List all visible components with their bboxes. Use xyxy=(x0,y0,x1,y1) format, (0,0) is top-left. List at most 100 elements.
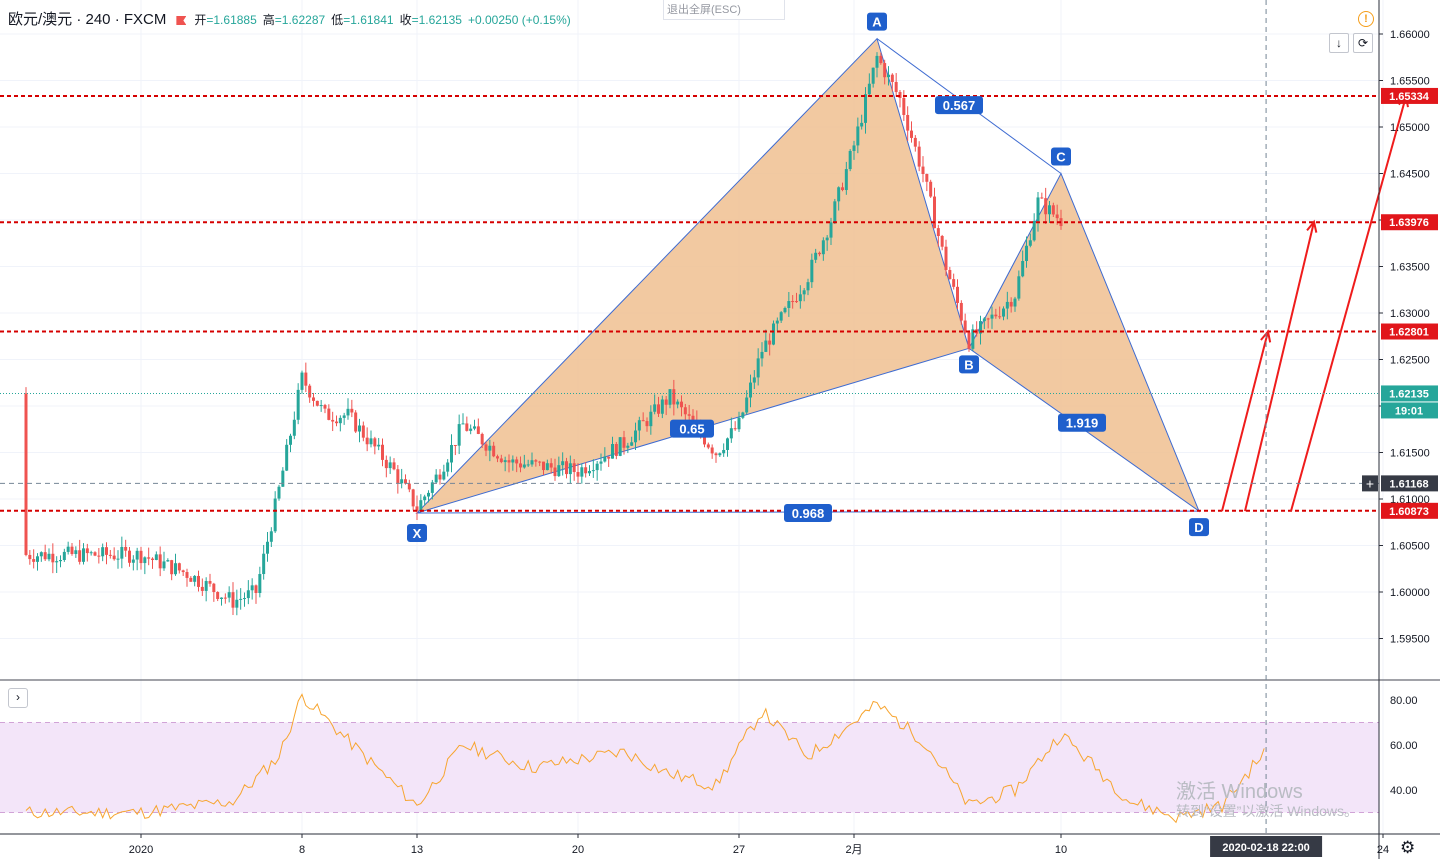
candle-body xyxy=(200,586,204,591)
candle-body xyxy=(97,555,101,557)
ratio-label-xb: 0.567 xyxy=(943,98,976,113)
download-icon[interactable]: ↓ xyxy=(1329,33,1349,53)
candle-body xyxy=(936,228,940,236)
candle-body xyxy=(783,307,787,313)
horizontal-levels[interactable] xyxy=(0,94,1379,512)
candle-body xyxy=(852,145,856,151)
candle-body xyxy=(66,546,70,552)
candle-body xyxy=(208,581,212,584)
candle-body xyxy=(135,550,139,560)
candle-body xyxy=(457,424,461,446)
candle-body xyxy=(522,464,526,468)
candle-body xyxy=(588,470,591,474)
candle-body xyxy=(327,408,331,420)
ratio-label-xd-bg xyxy=(784,504,832,523)
candle-body xyxy=(576,472,580,477)
settings-gear-icon[interactable]: ⚙ xyxy=(1400,838,1416,857)
candle-body xyxy=(829,222,833,238)
crosshair-time-tag xyxy=(1210,836,1323,857)
candle-body xyxy=(810,259,814,283)
candle-body xyxy=(93,552,97,556)
candle-body xyxy=(388,462,392,469)
candle-body xyxy=(70,546,74,555)
rsi-line xyxy=(25,693,1265,824)
candle-body xyxy=(1036,197,1040,221)
candle-body xyxy=(729,428,733,439)
candle-body xyxy=(181,570,185,573)
warning-icon[interactable]: ! xyxy=(1358,11,1374,27)
candle-body xyxy=(350,408,354,413)
arrowhead xyxy=(1306,219,1318,233)
candle-body xyxy=(216,592,220,599)
ratio-label-xb2-bg xyxy=(670,419,714,438)
candle-body xyxy=(369,438,373,445)
symbol-label[interactable]: 欧元/澳元 · 240 · FXCM xyxy=(8,11,167,28)
price-tick-label: 1.64500 xyxy=(1390,169,1430,181)
candle-body xyxy=(231,592,235,608)
candle-body xyxy=(450,444,453,463)
candle-body xyxy=(1051,205,1055,215)
exit-fullscreen-button[interactable]: 退出全屏(ESC) xyxy=(663,0,785,20)
current-price-tag: 1.62135 xyxy=(1389,388,1429,400)
candle-body xyxy=(365,437,369,445)
pattern-triangle-1 xyxy=(415,37,970,514)
rsi-tick-label: 80.00 xyxy=(1390,695,1418,707)
current-price-tag-bg xyxy=(1381,385,1438,402)
candle-body xyxy=(952,279,956,287)
candle-body xyxy=(549,463,553,468)
candle-body xyxy=(764,340,768,352)
candle-body xyxy=(36,556,39,562)
candle-body xyxy=(607,456,611,459)
candle-body xyxy=(982,318,986,322)
candle-body xyxy=(154,554,158,560)
candle-body xyxy=(856,126,860,146)
candle-body xyxy=(170,560,174,575)
projection-arrows[interactable] xyxy=(1221,94,1409,512)
candle-body xyxy=(392,462,396,470)
expand-panel-icon[interactable]: › xyxy=(8,688,28,708)
candle-body xyxy=(158,554,162,569)
candle-body xyxy=(319,405,323,407)
candle-body xyxy=(883,63,887,78)
candle-body xyxy=(51,553,55,563)
candle-body xyxy=(492,445,496,457)
candle-body xyxy=(262,553,266,575)
candle-body xyxy=(1040,197,1044,199)
candle-body xyxy=(837,187,841,202)
candle-body xyxy=(557,465,561,477)
candle-body xyxy=(335,421,338,424)
harmonic-pattern[interactable] xyxy=(415,37,1201,514)
candle-body xyxy=(223,597,227,599)
candle-body xyxy=(1013,298,1017,307)
candle-body xyxy=(423,496,427,501)
low-label: 低 xyxy=(331,13,344,27)
candle-body xyxy=(611,444,614,459)
candle-body xyxy=(312,397,315,401)
candle-body xyxy=(703,434,706,445)
time-tick-label: 10 xyxy=(1055,844,1067,856)
candle-body xyxy=(990,314,994,319)
candle-body xyxy=(542,461,545,471)
candle-body xyxy=(323,405,327,409)
candle-body xyxy=(779,312,783,321)
candle-body xyxy=(338,417,342,424)
candle-body xyxy=(791,301,795,303)
candle-body xyxy=(718,453,722,456)
candle-body xyxy=(120,546,124,559)
candle-body xyxy=(277,486,281,499)
candle-body xyxy=(944,246,948,271)
candle-body xyxy=(772,323,775,345)
candle-body xyxy=(756,358,760,378)
candle-body xyxy=(139,550,143,564)
candle-body xyxy=(89,552,93,554)
candle-body xyxy=(266,541,269,554)
level-price-tag-bg xyxy=(1381,87,1438,104)
rsi-series xyxy=(25,693,1265,824)
candle-body xyxy=(204,581,208,591)
candle-body xyxy=(220,597,223,599)
point-label-a: A xyxy=(872,15,882,30)
refresh-icon[interactable]: ⟳ xyxy=(1353,33,1373,53)
candle-body xyxy=(795,301,798,303)
